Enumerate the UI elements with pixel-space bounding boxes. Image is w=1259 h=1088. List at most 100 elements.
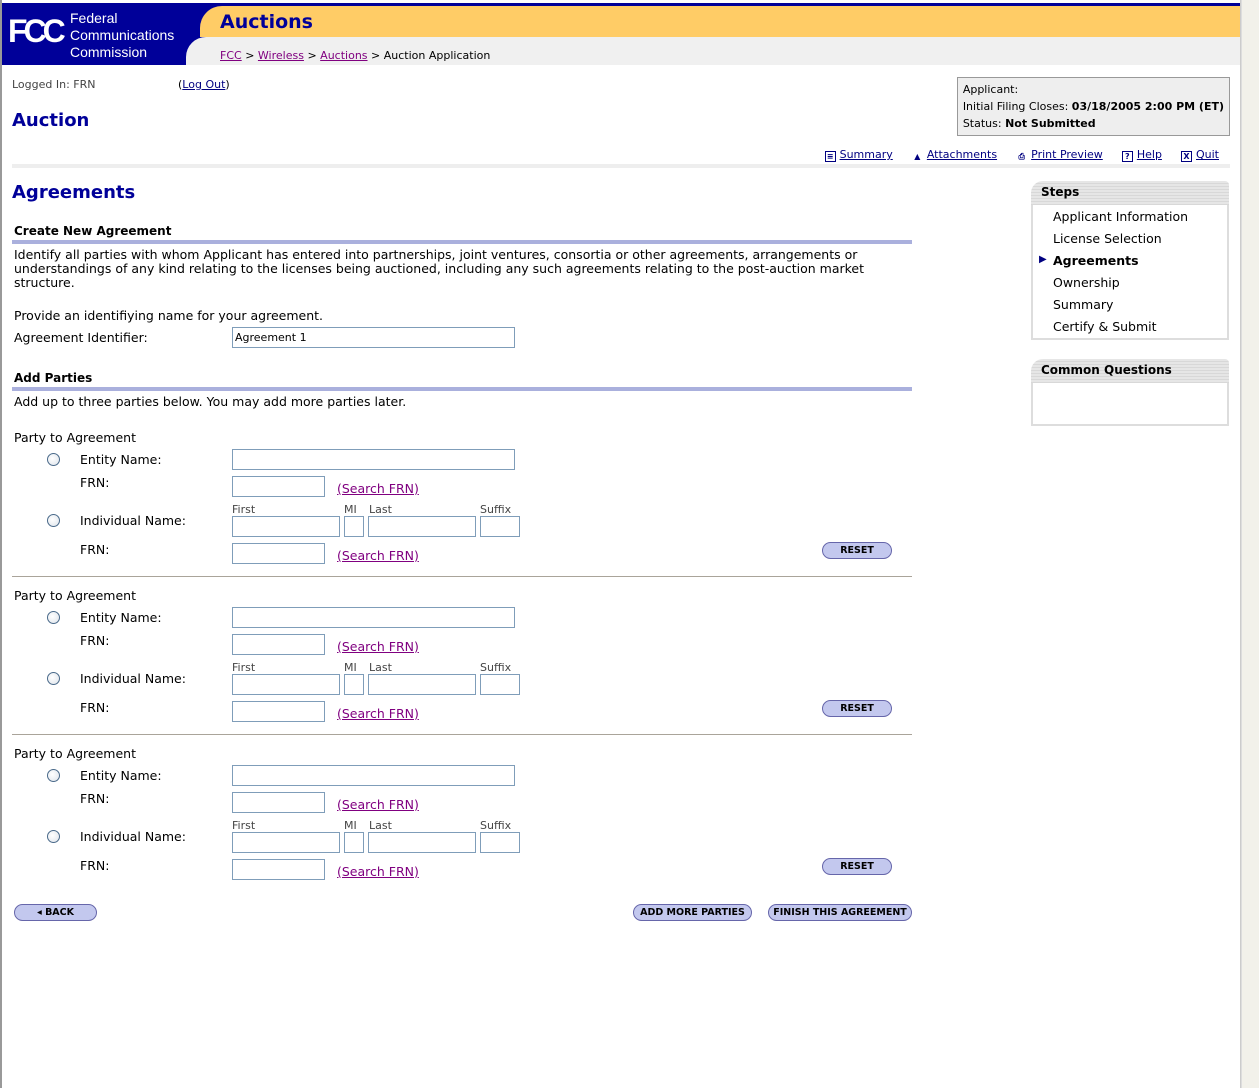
summary-link[interactable]: Summary <box>839 148 893 161</box>
entity-radio[interactable] <box>47 453 60 466</box>
entity-search-frn-link[interactable]: (Search FRN) <box>337 639 419 654</box>
reset-button[interactable]: RESET <box>822 700 892 717</box>
suffix-label: Suffix <box>480 661 512 674</box>
first-label: First <box>232 503 256 516</box>
first-name-input[interactable] <box>232 516 340 537</box>
individual-search-frn-link[interactable]: (Search FRN) <box>337 864 419 879</box>
action-links: ≡ Summary ▲ Attachments ⎙ Print Preview ? He… <box>824 147 1219 163</box>
scrollbar[interactable] <box>1241 0 1259 1088</box>
add-more-parties-button[interactable]: ADD MORE PARTIES <box>633 904 752 921</box>
last-label: Last <box>369 661 392 674</box>
first-name-input[interactable] <box>232 832 340 853</box>
applicant-label: Applicant: <box>962 83 1019 96</box>
common-questions-panel <box>1031 383 1229 426</box>
suffix-input[interactable] <box>480 674 520 695</box>
step-item[interactable]: License Selection <box>1053 231 1162 246</box>
entity-name-input[interactable] <box>232 449 515 470</box>
logged-in-label: Logged In: FRN <box>12 78 96 91</box>
suffix-label: Suffix <box>480 819 512 832</box>
entity-label: Entity Name: <box>80 610 162 625</box>
steps-header: Steps <box>1031 181 1229 205</box>
close-icon: X <box>1181 151 1192 162</box>
breadcrumb: FCC > Wireless > Auctions > Auction Appl… <box>220 49 491 62</box>
mi-label: MI <box>344 819 357 832</box>
entity-radio[interactable] <box>47 611 60 624</box>
status-label: Status: <box>962 117 1002 130</box>
entity-frn-input[interactable] <box>232 792 325 813</box>
closes-label: Initial Filing Closes: <box>962 100 1069 113</box>
last-name-input[interactable] <box>368 674 476 695</box>
entity-search-frn-link[interactable]: (Search FRN) <box>337 481 419 496</box>
provide-text: Provide an identifiying name for your ag… <box>14 308 323 323</box>
printer-icon: ⎙ <box>1018 152 1025 161</box>
help-link[interactable]: Help <box>1136 148 1162 161</box>
last-name-input[interactable] <box>368 832 476 853</box>
closes-value: 03/18/2005 2:00 PM (ET) <box>1071 100 1224 113</box>
mi-input[interactable] <box>344 832 364 853</box>
agency-line: Communications <box>70 27 175 43</box>
agency-line: Commission <box>70 44 148 60</box>
party-divider <box>12 576 912 577</box>
step-item[interactable]: Applicant Information <box>1053 209 1189 224</box>
individual-frn-input[interactable] <box>232 701 325 722</box>
first-name-input[interactable] <box>232 674 340 695</box>
individual-frn-label: FRN: <box>80 700 110 715</box>
individual-radio[interactable] <box>47 514 60 527</box>
add-parties-header: Add Parties <box>12 371 912 391</box>
identifier-label: Agreement Identifier: <box>14 330 148 345</box>
last-label: Last <box>369 503 392 516</box>
suffix-input[interactable] <box>480 516 520 537</box>
step-item[interactable]: Summary <box>1053 297 1114 312</box>
entity-frn-input[interactable] <box>232 476 325 497</box>
mi-input[interactable] <box>344 674 364 695</box>
reset-button[interactable]: RESET <box>822 542 892 559</box>
logout-link[interactable]: Log Out <box>182 78 226 91</box>
agreement-identifier-input[interactable] <box>232 327 515 348</box>
step-item[interactable]: Certify & Submit <box>1053 319 1157 334</box>
suffix-input[interactable] <box>480 832 520 853</box>
individual-search-frn-link[interactable]: (Search FRN) <box>337 548 419 563</box>
quit-link[interactable]: Quit <box>1196 148 1219 161</box>
agency-name: Federal Communications Commission <box>70 10 174 61</box>
attachments-link[interactable]: Attachments <box>926 148 998 161</box>
entity-frn-label: FRN: <box>80 791 110 806</box>
individual-radio[interactable] <box>47 830 60 843</box>
last-name-input[interactable] <box>368 516 476 537</box>
entity-radio[interactable] <box>47 769 60 782</box>
agency-line: Federal <box>70 10 118 26</box>
common-questions-header: Common Questions <box>1031 359 1229 383</box>
breadcrumb-fcc[interactable]: FCC <box>220 49 242 62</box>
header-title-band <box>200 6 1240 37</box>
individual-frn-input[interactable] <box>232 543 325 564</box>
finish-agreement-button[interactable]: FINISH THIS AGREEMENT <box>768 904 912 921</box>
step-item[interactable]: Ownership <box>1053 275 1120 290</box>
suffix-label: Suffix <box>480 503 512 516</box>
entity-search-frn-link[interactable]: (Search FRN) <box>337 797 419 812</box>
intro-text: Identify all parties with whom Applicant… <box>14 247 865 290</box>
steps-panel: Applicant Information License Selection ▶… <box>1031 205 1229 340</box>
mi-label: MI <box>344 661 357 674</box>
individual-label: Individual Name: <box>80 513 186 528</box>
summary-icon: ≡ <box>824 151 836 162</box>
individual-radio[interactable] <box>47 672 60 685</box>
fcc-logo[interactable]: FCC <box>8 13 66 49</box>
back-label: BACK <box>45 907 74 918</box>
step-item[interactable]: Agreements <box>1053 253 1139 268</box>
entity-label: Entity Name: <box>80 452 162 467</box>
breadcrumb-auctions[interactable]: Auctions <box>320 49 368 62</box>
individual-frn-label: FRN: <box>80 542 110 557</box>
divider <box>12 164 1230 168</box>
individual-search-frn-link[interactable]: (Search FRN) <box>337 706 419 721</box>
print-preview-link[interactable]: Print Preview <box>1031 148 1103 161</box>
entity-name-input[interactable] <box>232 607 515 628</box>
mi-input[interactable] <box>344 516 364 537</box>
back-button[interactable]: ◂ BACK <box>14 904 97 921</box>
entity-name-input[interactable] <box>232 765 515 786</box>
help-icon: ? <box>1121 151 1133 162</box>
last-label: Last <box>369 819 392 832</box>
breadcrumb-wireless[interactable]: Wireless <box>257 49 304 62</box>
reset-button[interactable]: RESET <box>822 858 892 875</box>
entity-frn-input[interactable] <box>232 634 325 655</box>
individual-frn-input[interactable] <box>232 859 325 880</box>
